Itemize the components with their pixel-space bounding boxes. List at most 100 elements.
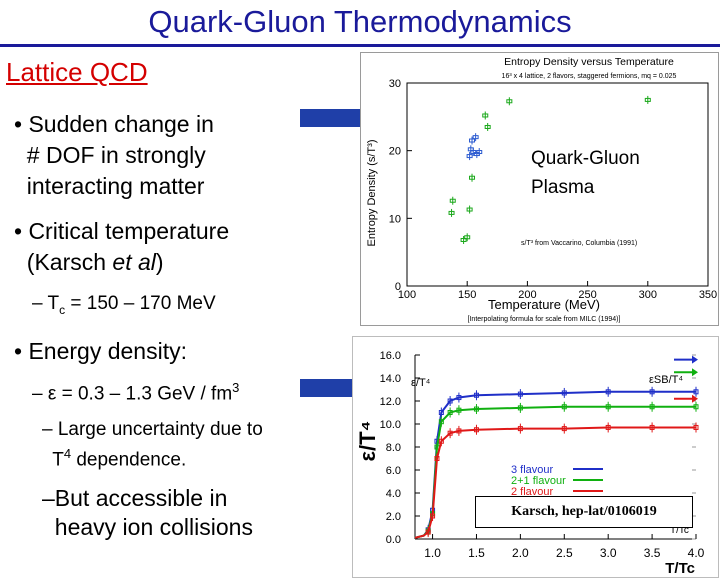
energy-data-point <box>561 404 567 410</box>
energy-data-point <box>693 404 699 410</box>
energy-data-point <box>693 389 699 395</box>
entropy-chart-subtitle: 16³ x 4 lattice, 2 flavors, staggered fe… <box>502 73 677 80</box>
energy-y-tick-label: 6.0 <box>386 465 401 477</box>
uncertainty-superscript: 4 <box>63 446 72 461</box>
uncertainty-text: – Large uncertainty due to T <box>42 419 263 471</box>
entropy-data-point <box>464 235 471 240</box>
bullet-critical-temperature-emphasis: et al <box>112 249 156 275</box>
sb-limit-arrowhead <box>692 368 698 377</box>
bullet-dof: • Sudden change in # DOF in strongly int… <box>14 111 214 199</box>
title-divider <box>0 44 720 47</box>
sb-limit-arrowhead <box>692 355 698 364</box>
energy-x-tick-label: 3.5 <box>644 546 661 560</box>
epsilon-range: – ε = 0.3 – 1.3 GeV / fm <box>32 383 233 405</box>
sub-bullet-uncertainty: – Large uncertainty due to T4 dependence… <box>42 418 263 472</box>
entropy-data-point <box>484 124 491 129</box>
entropy-data-point <box>460 237 467 242</box>
energy-data-point <box>434 456 440 461</box>
energy-x-tick-label: 4.0 <box>688 546 705 560</box>
entropy-data-point <box>506 99 513 104</box>
energy-data-point <box>430 513 436 519</box>
epsilon-superscript: 3 <box>232 380 240 395</box>
qgp-label-line2: Plasma <box>531 177 595 198</box>
energy-data-point <box>517 391 523 397</box>
energy-data-point <box>473 406 479 412</box>
entropy-data-point <box>469 175 476 180</box>
entropy-y-tick-label: 0 <box>395 281 401 293</box>
entropy-x-tick-label: 350 <box>699 289 717 301</box>
entropy-plot-frame <box>406 82 709 287</box>
entropy-x-tick-label: 300 <box>639 289 657 301</box>
entropy-chart-ylabel: Entropy Density (s/T³) <box>366 140 378 247</box>
energy-data-point <box>456 407 462 413</box>
energy-data-point <box>447 410 453 415</box>
entropy-x-tick-label: 250 <box>578 289 596 301</box>
energy-data-point <box>438 410 444 415</box>
energy-data-point <box>438 438 444 444</box>
energy-chart-xlabel: T/Tc <box>665 560 695 577</box>
entropy-chart-note: s/T³ from Vaccarino, Columbia (1991) <box>521 240 637 247</box>
sb-limit-label: εSB/T⁴ <box>649 374 683 386</box>
entropy-y-tick-label: 20 <box>389 146 401 158</box>
energy-y-tick-label: 0.0 <box>386 534 401 546</box>
energy-x-tick-label: 1.5 <box>468 546 485 560</box>
entropy-x-tick-label: 100 <box>398 289 416 301</box>
entropy-x-tick-label: 150 <box>458 289 476 301</box>
energy-chart-svg: 0.0 2.0 4.0 6.0 8.0 10.0 12.0 14.0 16.0 1.0 1.5 2.0… <box>355 350 705 577</box>
energy-axis-inner-label: T/Tc <box>670 525 689 536</box>
energy-data-point <box>605 389 611 395</box>
energy-x-tick-label: 1.0 <box>424 546 441 560</box>
tc-value: = 150 – 170 MeV <box>65 293 216 314</box>
energy-legend-label: 2+1 flavour <box>511 475 566 487</box>
energy-y-tick-label: 16.0 <box>380 350 401 362</box>
energy-data-point <box>447 398 453 404</box>
bullet-critical-temperature: • Critical temperature (Karsch et al) <box>14 216 229 278</box>
energy-data-point <box>561 426 567 432</box>
energy-data-point <box>649 404 655 410</box>
uncertainty-tail: dependence. <box>71 449 187 471</box>
entropy-y-tick-label: 10 <box>389 213 401 225</box>
entropy-data-point <box>449 198 456 203</box>
entropy-y-tick-label: 30 <box>389 78 401 90</box>
entropy-data-point <box>466 154 473 159</box>
sub-bullet-epsilon: – ε = 0.3 – 1.3 GeV / fm3 <box>32 376 239 406</box>
sb-limit-arrowhead <box>692 394 698 403</box>
energy-data-point <box>517 405 523 411</box>
energy-y-tick-label: 4.0 <box>386 488 401 500</box>
entropy-data-point <box>448 210 455 215</box>
entropy-chart: Entropy Density versus Temperature 16³ x… <box>360 52 719 326</box>
entropy-data-point <box>466 207 473 212</box>
energy-x-tick-label: 3.0 <box>600 546 617 560</box>
sub-bullet-heavy-ion: –But accessible in heavy ion collisions <box>42 485 253 540</box>
entropy-data-point <box>470 150 477 155</box>
energy-y-tick-label: 10.0 <box>380 419 401 431</box>
entropy-data-point <box>482 113 489 118</box>
entropy-chart-xlabel: Temperature (MeV) <box>488 297 600 312</box>
energy-data-point <box>649 424 655 430</box>
entropy-data-point <box>469 138 476 143</box>
energy-chart: 0.0 2.0 4.0 6.0 8.0 10.0 12.0 14.0 16.0 1.0 1.5 2.0… <box>352 336 719 578</box>
sub-bullet-tc: – Tc = 150 – 170 MeV <box>32 292 216 322</box>
energy-data-point <box>605 424 611 430</box>
energy-curve-2-flavour <box>414 426 696 539</box>
entropy-data-point <box>644 97 651 102</box>
slide-title: Quark-Gluon Thermodynamics <box>148 4 572 39</box>
energy-x-tick-label: 2.0 <box>512 546 529 560</box>
energy-data-point <box>473 427 479 433</box>
citation-box: Karsch, hep-lat/0106019 <box>475 496 693 528</box>
energy-y-tick-label: 8.0 <box>386 442 401 454</box>
qgp-label-line1: Quark-Gluon <box>531 148 640 169</box>
energy-data-point <box>456 395 462 401</box>
energy-data-point <box>517 426 523 432</box>
tc-subscript: c <box>59 302 66 317</box>
bullet-critical-temperature-text: • Critical temperature (Karsch <box>14 218 230 275</box>
tc-prefix: – T <box>32 293 60 314</box>
energy-y-tick-label: 14.0 <box>380 373 401 385</box>
energy-legend-label: 3 flavour <box>511 464 554 476</box>
energy-data-point <box>561 390 567 396</box>
energy-chart-ylabel: ε/T⁴ <box>355 421 380 462</box>
entropy-x-tick-label: 200 <box>518 289 536 301</box>
bullet-energy-density: • Energy density: <box>14 338 187 364</box>
entropy-chart-svg: Entropy Density versus Temperature 16³ x… <box>366 56 717 323</box>
energy-legend-label: 2 flavour <box>511 486 554 498</box>
